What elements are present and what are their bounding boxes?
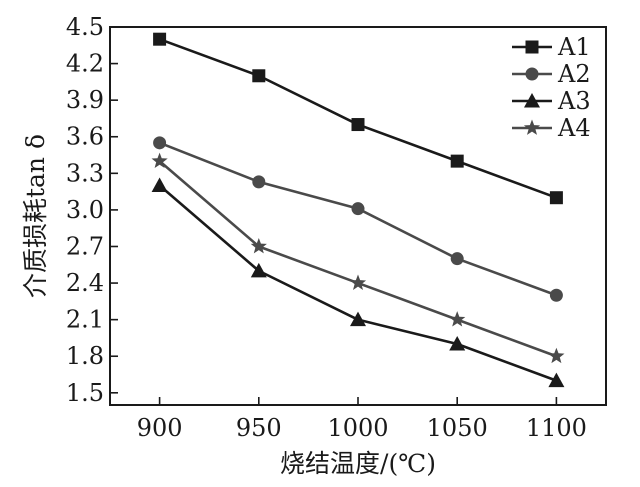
y-axis-label: 介质损耗tan δ	[21, 134, 50, 298]
data-point	[548, 372, 565, 388]
legend-item: A3	[512, 87, 591, 115]
data-point	[450, 154, 464, 168]
data-point	[549, 191, 563, 205]
data-point	[250, 262, 267, 278]
legend-marker	[523, 119, 541, 135]
data-point	[349, 274, 367, 290]
y-tick-label: 2.4	[66, 269, 104, 297]
x-axis: 900 950 1000 1050 1100	[137, 397, 587, 442]
y-tick-label: 1.5	[66, 379, 104, 407]
y-tick-label: 3.3	[66, 159, 104, 187]
y-tick-label: 3.6	[66, 123, 104, 151]
legend-marker	[525, 40, 539, 54]
legend-item: A1	[512, 33, 591, 61]
x-tick-label: 1100	[526, 414, 587, 442]
legend-label: A1	[557, 33, 591, 61]
y-tick-label: 2.1	[66, 306, 104, 334]
data-point	[351, 118, 365, 132]
data-point	[449, 336, 466, 351]
series-A1	[153, 32, 563, 205]
series-A3	[151, 177, 565, 388]
x-tick-label: 900	[137, 414, 183, 442]
data-point	[151, 177, 168, 193]
data-point	[151, 152, 168, 169]
legend-marker	[524, 93, 540, 108]
y-tick-label: 3.9	[66, 86, 104, 114]
data-point	[153, 32, 167, 46]
y-tick-label: 4.2	[66, 50, 104, 78]
y-tick-label: 1.8	[66, 342, 104, 370]
data-point	[252, 69, 266, 83]
series-A2	[153, 136, 563, 302]
y-tick-label: 2.7	[66, 232, 104, 260]
data-point	[252, 175, 266, 189]
y-axis: 1.5 1.8 2.1 2.4 2.7 3.0 3.3 3.6 3.9 4.2 4.5	[66, 13, 118, 407]
data-point	[153, 136, 167, 150]
series-line	[158, 160, 557, 358]
data-point	[450, 252, 464, 266]
legend-label: A2	[557, 60, 591, 88]
data-point	[449, 311, 466, 327]
data-point	[351, 202, 365, 216]
x-tick-label: 1000	[327, 414, 388, 442]
legend-label: A4	[557, 114, 591, 142]
legend-item: A2	[512, 60, 591, 88]
x-tick-label: 1050	[427, 414, 488, 442]
series-layer	[151, 32, 565, 388]
series-line	[159, 141, 557, 297]
x-axis-label: 烧结温度/(℃)	[280, 449, 436, 478]
y-tick-label: 4.5	[66, 13, 104, 41]
data-point	[350, 311, 366, 327]
data-point	[548, 347, 565, 364]
legend-item: A4	[512, 114, 591, 142]
data-point	[549, 288, 563, 302]
legend-marker	[525, 67, 539, 81]
legend-label: A3	[557, 87, 591, 115]
series-A4	[151, 152, 565, 364]
x-tick-label: 950	[236, 414, 282, 442]
y-tick-label: 3.0	[66, 196, 104, 224]
data-point	[250, 237, 267, 254]
